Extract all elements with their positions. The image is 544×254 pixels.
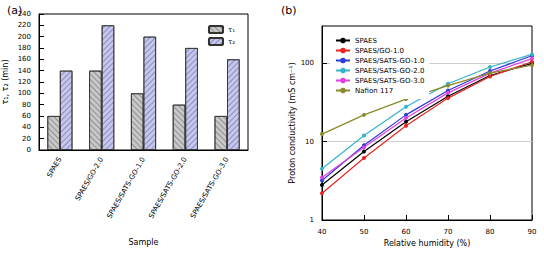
svg-text:SPAES: SPAES [355, 37, 377, 45]
svg-text:0: 0 [27, 146, 31, 154]
svg-text:SPAES/GO-1.0: SPAES/GO-1.0 [355, 47, 404, 55]
svg-text:80: 80 [486, 228, 495, 236]
svg-text:10: 10 [305, 138, 314, 146]
svg-text:160: 160 [18, 55, 31, 63]
svg-text:Sample: Sample [129, 238, 159, 247]
svg-text:20: 20 [22, 135, 31, 143]
svg-text:240: 240 [17, 10, 31, 18]
svg-text:80: 80 [22, 101, 31, 109]
svg-text:(b): (b) [281, 4, 297, 17]
svg-text:Relative humidity (%): Relative humidity (%) [384, 239, 471, 248]
svg-text:SPAES/SATS-GO-1.0: SPAES/SATS-GO-1.0 [355, 57, 424, 65]
svg-text:SPAES/SATS-GO-2.0: SPAES/SATS-GO-2.0 [355, 67, 424, 75]
svg-text:40: 40 [22, 123, 31, 131]
svg-text:60: 60 [402, 228, 411, 236]
svg-text:60: 60 [22, 112, 31, 120]
svg-text:τ₁, τ₂ (min): τ₁, τ₂ (min) [1, 59, 10, 104]
svg-text:1: 1 [310, 216, 314, 224]
svg-text:140: 140 [18, 67, 31, 75]
svg-text:100: 100 [301, 59, 314, 67]
svg-text:(a): (a) [7, 4, 22, 17]
svg-text:SPAES/SATS-GO-3.0: SPAES/SATS-GO-3.0 [355, 77, 424, 85]
svg-text:τ₂: τ₂ [228, 38, 235, 46]
svg-text:180: 180 [18, 44, 31, 52]
svg-text:SPAES: SPAES [46, 156, 64, 179]
svg-text:Nafion 117: Nafion 117 [355, 87, 393, 95]
svg-text:Proton conductivity (mS cm⁻¹): Proton conductivity (mS cm⁻¹) [288, 62, 297, 183]
svg-text:200: 200 [18, 33, 31, 41]
svg-text:SPAES/SATS-GO-1.0: SPAES/SATS-GO-1.0 [105, 156, 147, 220]
svg-text:120: 120 [18, 78, 31, 86]
svg-text:220: 220 [18, 21, 31, 29]
svg-text:τ₁: τ₁ [228, 26, 235, 34]
svg-text:SPAES/GO-2.0: SPAES/GO-2.0 [74, 156, 105, 202]
svg-text:SPAES/SATS-GO-3.0: SPAES/SATS-GO-3.0 [189, 156, 231, 220]
svg-text:70: 70 [444, 228, 453, 236]
svg-text:100: 100 [18, 89, 31, 97]
svg-text:40: 40 [318, 228, 327, 236]
svg-text:90: 90 [528, 228, 537, 236]
svg-text:SPAES/SATS-GO-2.0: SPAES/SATS-GO-2.0 [147, 156, 189, 220]
svg-text:50: 50 [360, 228, 369, 236]
